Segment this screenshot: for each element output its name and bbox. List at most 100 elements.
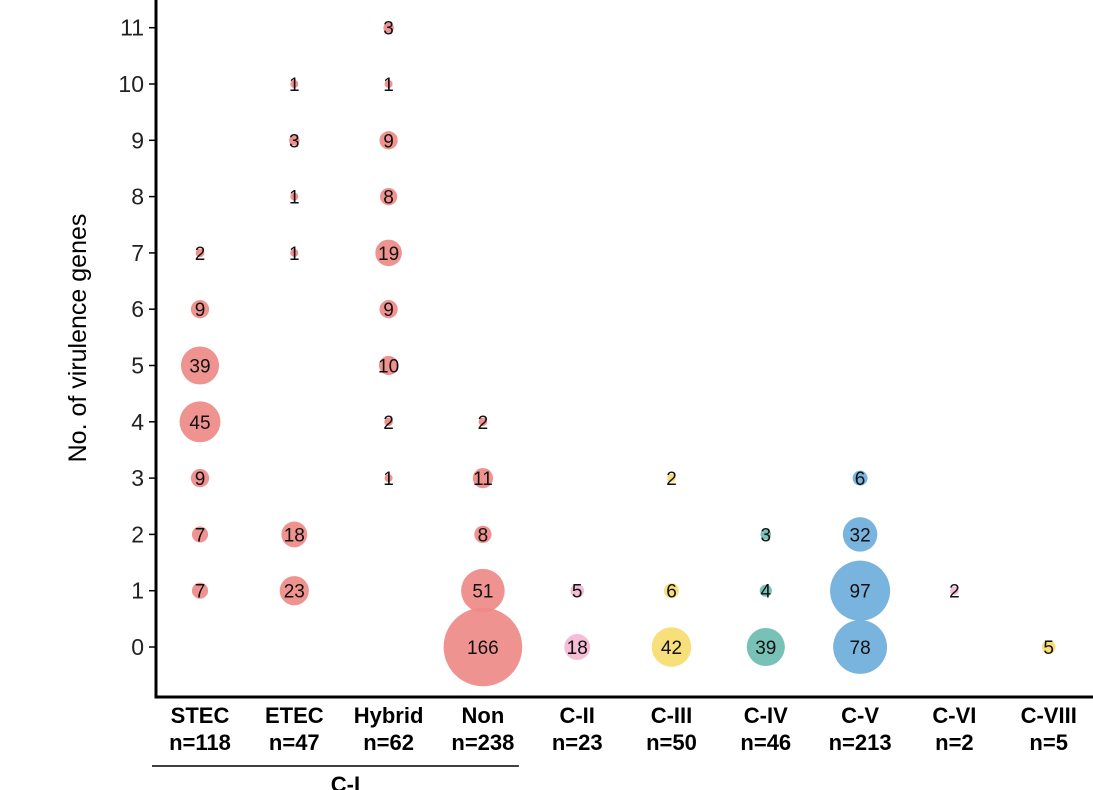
- bubble-count-label: 18: [567, 638, 588, 659]
- bubble-point: [378, 355, 399, 376]
- bubble-count-label: 9: [383, 131, 394, 152]
- bubble-count-label: 166: [467, 638, 499, 659]
- bubble-point: [474, 525, 492, 544]
- bubble-count-label: 23: [284, 582, 305, 603]
- x-category-label: C-III: [651, 703, 693, 728]
- bubble-count-label: 19: [378, 244, 399, 265]
- bubble-count-label: 8: [383, 188, 394, 209]
- bubble-point: [478, 417, 488, 427]
- x-category-label: C-VI: [932, 703, 976, 728]
- y-tick-label: 4: [131, 409, 144, 435]
- bubble-count-label: 11: [473, 469, 493, 490]
- bubble-point: [281, 521, 308, 548]
- bubble-count-label: 2: [949, 582, 960, 603]
- bubble-point: [570, 583, 585, 598]
- bubble-count-label: 32: [850, 525, 871, 546]
- bubble-point: [179, 401, 221, 443]
- bubble-count-label: 97: [850, 582, 871, 603]
- y-tick-label: 8: [131, 184, 144, 210]
- bubble-count-label: 42: [661, 638, 682, 659]
- bubble-point: [375, 239, 402, 267]
- bubble-point: [760, 529, 772, 540]
- bubble-count-label: 39: [189, 357, 210, 378]
- bubble-count-label: 1: [383, 75, 394, 96]
- bubble-point: [1041, 640, 1056, 654]
- x-category-count: n=46: [740, 730, 791, 755]
- y-tick-label: 9: [131, 127, 144, 153]
- x-category-label: C-IV: [744, 703, 788, 728]
- bubble-point: [379, 187, 398, 206]
- x-category-count: n=238: [451, 730, 514, 755]
- bubble-point: [384, 417, 393, 427]
- bubble-point: [443, 607, 523, 687]
- bubble-count-label: 2: [383, 413, 394, 434]
- bubble-count-label: 39: [755, 638, 776, 659]
- bubble-count-label: 7: [195, 525, 206, 546]
- y-tick-label: 2: [131, 521, 144, 547]
- bubble-count-label: 1: [289, 188, 300, 209]
- bubble-point: [746, 627, 785, 667]
- bubble-point: [279, 576, 309, 606]
- bubble-point: [195, 248, 205, 258]
- bubble-point: [852, 470, 868, 486]
- bubble-point: [759, 584, 772, 597]
- bubble-count-label: 6: [666, 582, 677, 603]
- bubble-count-label: 78: [850, 638, 871, 659]
- y-tick-label: 10: [118, 71, 144, 97]
- bubble-count-label: 5: [1043, 638, 1054, 659]
- bubble-point: [379, 300, 398, 319]
- bubble-point: [290, 248, 299, 257]
- bubble-point: [180, 346, 220, 385]
- bubble-count-label: 51: [472, 582, 493, 603]
- bubble-count-label: 1: [289, 244, 300, 265]
- bubble-point: [290, 192, 299, 201]
- bubble-point: [384, 474, 393, 483]
- bubble-count-label: 1: [289, 75, 300, 96]
- bubble-point: [190, 300, 210, 319]
- x-category-label: ETEC: [265, 703, 324, 728]
- x-category-label: Non: [462, 703, 505, 728]
- bubble-count-label: 1: [383, 469, 394, 490]
- y-tick-label: 1: [131, 578, 144, 604]
- x-category-count: n=23: [552, 730, 603, 755]
- bubble-point: [564, 634, 591, 660]
- bubble-count-label: 5: [572, 582, 583, 603]
- bubble-point: [651, 627, 692, 667]
- bubble-count-label: 9: [195, 469, 206, 490]
- bubble-count-label: 4: [761, 582, 772, 603]
- x-category-count: n=118: [169, 730, 231, 755]
- group-label: C-I: [331, 772, 360, 790]
- bubble-count-label: 3: [761, 525, 772, 546]
- x-category-label: C-V: [841, 703, 879, 728]
- x-category-label: C-VIII: [1021, 703, 1077, 728]
- x-category-count: n=50: [646, 730, 697, 755]
- bubble-point: [190, 468, 210, 488]
- bubble-count-label: 45: [189, 413, 210, 434]
- y-tick-label: 11: [120, 15, 144, 41]
- bubble-point: [830, 560, 891, 621]
- x-category-label: C-II: [559, 703, 594, 728]
- bubble-point: [833, 620, 888, 674]
- bubble-point: [842, 517, 878, 552]
- y-tick-label: 5: [131, 353, 144, 379]
- bubble-layer: [179, 22, 1056, 687]
- y-tick-label: 7: [131, 240, 144, 266]
- x-category-count: n=62: [363, 730, 414, 755]
- bubble-count-label: 7: [195, 582, 206, 603]
- x-category-count: n=5: [1029, 730, 1068, 755]
- bubble-point: [383, 22, 394, 33]
- x-category-count: n=213: [829, 730, 892, 755]
- y-axis-title: No. of virulence genes: [64, 214, 92, 463]
- bubble-point: [379, 131, 398, 150]
- bubble-point: [472, 467, 494, 489]
- bubble-point: [290, 80, 299, 88]
- bubble-point: [950, 586, 959, 596]
- bubble-count-label: 18: [284, 525, 305, 546]
- bubble-count-label: 10: [378, 357, 399, 378]
- bubble-point: [191, 582, 209, 599]
- bubble-count-label: 8: [478, 525, 489, 546]
- bubble-count-label: 9: [383, 300, 394, 321]
- y-tick-label: 0: [131, 634, 144, 660]
- bubble-count-label: 2: [478, 413, 489, 434]
